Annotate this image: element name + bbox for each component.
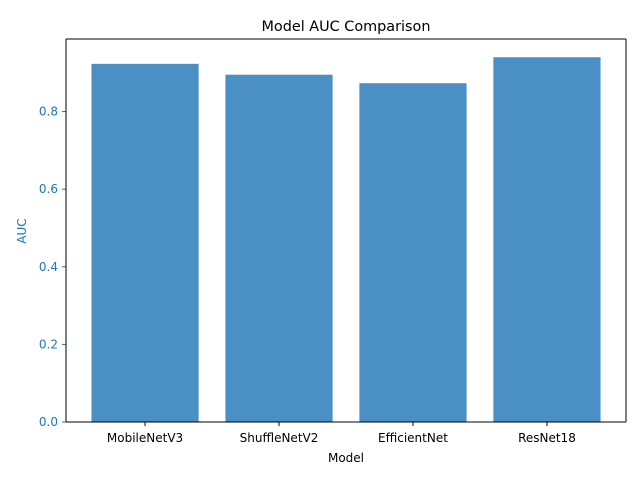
y-tick-label: 0.8 — [39, 105, 58, 119]
x-ticks-group: MobileNetV3 ShuffleNetV2 EfficientNet ResNe… — [107, 422, 576, 445]
x-tick-label: EfficientNet — [378, 431, 448, 445]
y-tick-label: 0.0 — [39, 415, 58, 429]
bar-efficientnet — [359, 83, 467, 422]
x-tick-label: MobileNetV3 — [107, 431, 183, 445]
bar-resnet18 — [493, 57, 601, 422]
y-ticks-group: 0.0 0.2 0.4 0.6 0.8 — [39, 105, 66, 429]
bars-group — [91, 57, 601, 423]
bar-shufflenetv2 — [225, 74, 333, 422]
x-tick-label: ResNet18 — [518, 431, 576, 445]
y-axis-label: AUC — [15, 218, 29, 243]
y-tick-label: 0.2 — [39, 337, 58, 351]
chart-title: Model AUC Comparison — [262, 19, 431, 35]
x-tick-label: ShuffleNetV2 — [240, 431, 319, 445]
y-tick-label: 0.4 — [39, 260, 58, 274]
x-axis-label: Model — [328, 451, 364, 465]
bar-mobilenetv3 — [91, 63, 199, 423]
y-tick-label: 0.6 — [39, 182, 58, 196]
